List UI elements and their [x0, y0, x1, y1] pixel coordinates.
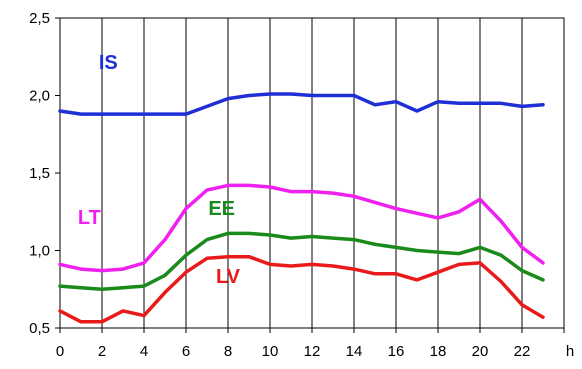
x-tick-label: 0: [56, 343, 64, 360]
x-tick-label: 14: [346, 343, 363, 360]
series-labels: IS LT EE LV: [78, 52, 241, 288]
x-tick-label: 10: [262, 343, 279, 360]
y-tick-label: 2,0: [29, 88, 50, 105]
x-tick-label: 20: [472, 343, 489, 360]
y-tick-label: 1,5: [29, 165, 50, 182]
x-tick-label: 12: [304, 343, 321, 360]
series-line-is: [58, 92, 545, 116]
x-tick-label: 18: [430, 343, 447, 360]
x-tick-label: 4: [140, 343, 148, 360]
y-tick-label: 0,5: [29, 320, 50, 337]
series-line-lv: [58, 254, 545, 324]
series-lines: [58, 92, 545, 324]
y-tick-label: 2,5: [29, 10, 50, 27]
axis-ticks: [55, 17, 565, 333]
series-line-lt: [58, 183, 545, 273]
y-axis-tick-labels: 0,5 1,0 1,5 2,0 2,5: [29, 10, 50, 337]
series-label-is: IS: [99, 52, 118, 74]
series-label-lv: LV: [216, 266, 241, 288]
x-tick-label: 2: [98, 343, 106, 360]
x-tick-label: 16: [388, 343, 405, 360]
grid-lines: [101, 18, 523, 328]
x-axis-unit-label: h: [566, 343, 574, 360]
y-tick-label: 1,0: [29, 243, 50, 260]
x-tick-label: 8: [224, 343, 232, 360]
series-label-lt: LT: [78, 207, 101, 229]
x-tick-label: 6: [182, 343, 190, 360]
x-tick-label: 22: [514, 343, 531, 360]
x-axis-tick-labels: 0 2 4 6 8 10 12 14 16 18 20 22: [56, 343, 531, 360]
series-label-ee: EE: [208, 198, 235, 220]
series-line-ee: [58, 231, 545, 292]
